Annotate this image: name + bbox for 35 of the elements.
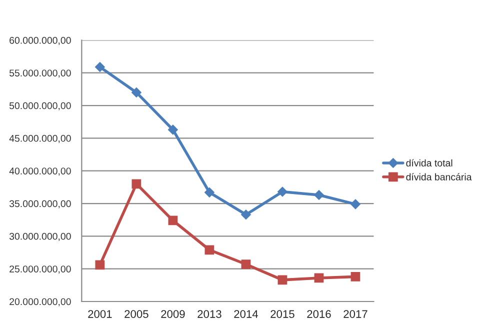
x-tick-label: 2005: [124, 310, 148, 318]
point: [204, 245, 214, 255]
x-tick-label: 2016: [307, 310, 331, 318]
point: [95, 260, 105, 270]
y-tick-label: 45.000.000,00: [9, 134, 71, 143]
point: [314, 273, 324, 283]
point: [94, 62, 105, 72]
y-tick-label: 35.000.000,00: [9, 200, 71, 208]
point: [132, 179, 142, 189]
x-tick-label: 2017: [344, 310, 368, 318]
point: [204, 187, 214, 198]
y-tick-label: 60.000.000,00: [10, 36, 71, 45]
point: [278, 275, 288, 285]
y-tick-label: 30.000.000,00: [9, 232, 71, 241]
x-tick-label: 2001: [88, 310, 112, 318]
point: [168, 216, 178, 226]
x-tick-label: 2014: [234, 310, 258, 318]
x-tick-label: 2015: [270, 310, 294, 318]
point: [314, 190, 324, 200]
point: [350, 272, 360, 282]
y-tick-label: 50.000.000,00: [9, 102, 71, 110]
y-tick-label: 25.000.000,00: [10, 266, 71, 274]
point: [131, 88, 142, 98]
x-tick-label: 2009: [161, 310, 185, 318]
legend-label: dívida total: [406, 159, 452, 166]
y-tick-label: 55.000.000,00: [9, 70, 71, 78]
point: [168, 124, 178, 135]
point: [241, 260, 251, 269]
y-tick-label: 40.000.000,00: [9, 168, 71, 176]
point: [278, 186, 288, 197]
point: [241, 210, 251, 220]
y-tick-label: 20.000.000,00: [10, 298, 71, 306]
x-tick-label: 2013: [198, 310, 222, 318]
legend-label: dívida bancária: [406, 173, 472, 180]
point: [350, 199, 360, 210]
